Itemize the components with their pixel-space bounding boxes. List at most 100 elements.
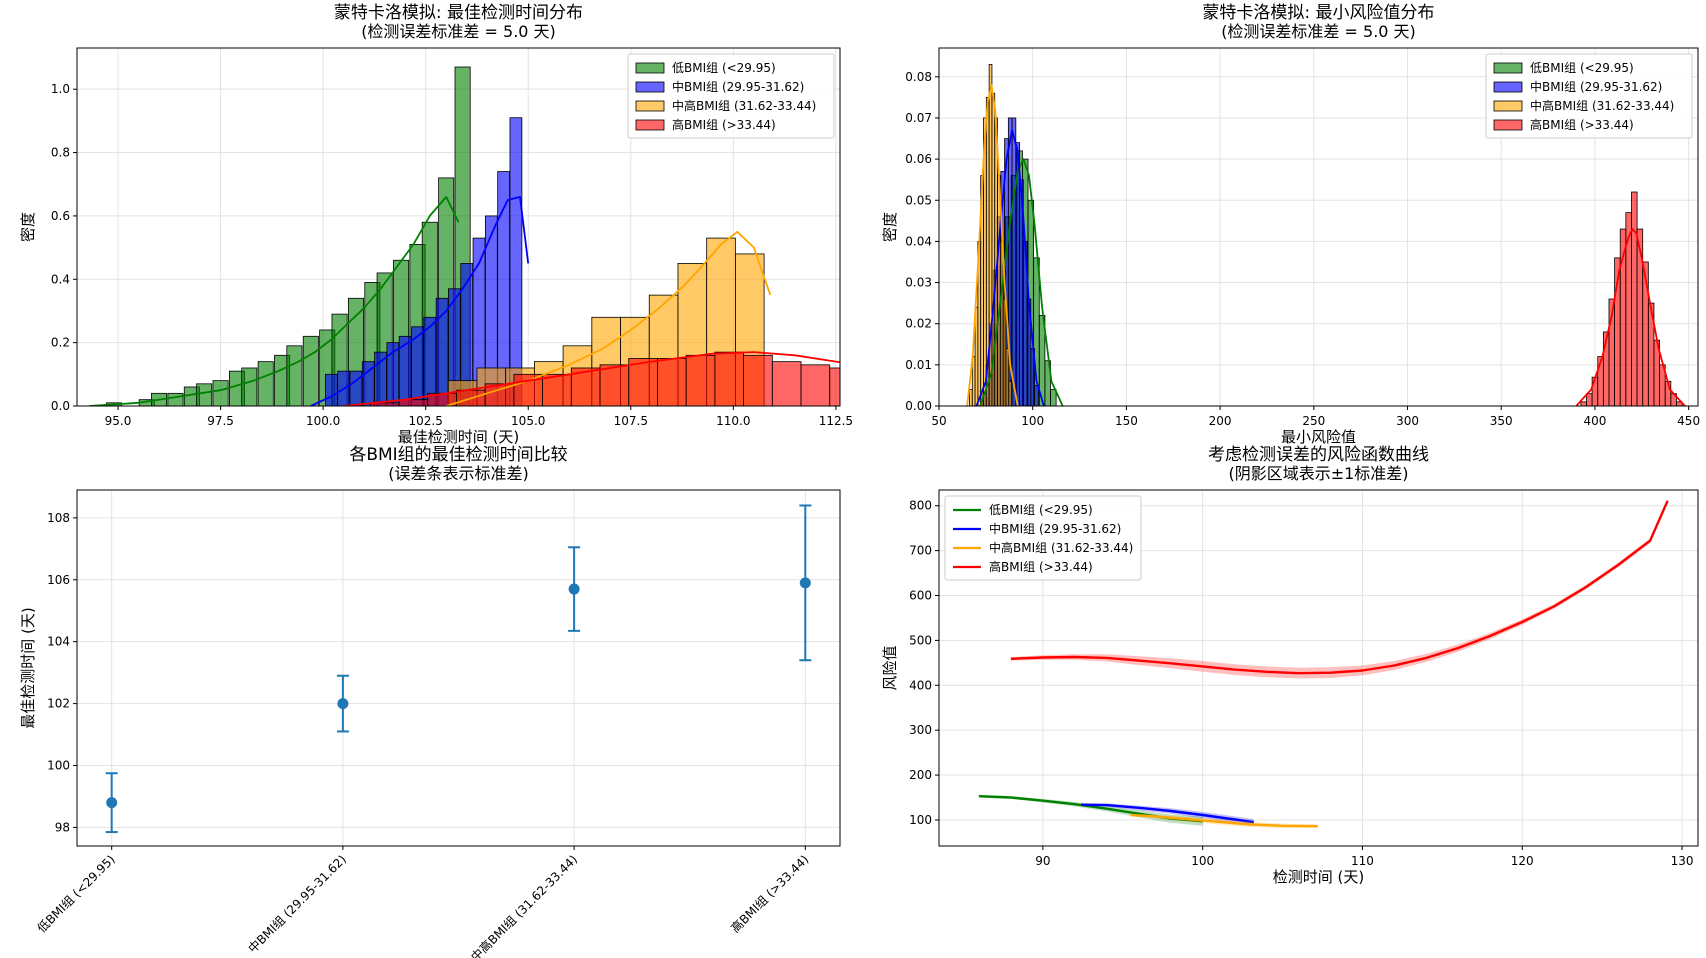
y-tick-label: 0.07 (905, 111, 932, 125)
bar (743, 354, 773, 406)
y-tick-label: 200 (909, 768, 932, 782)
plot2: 50 100 150 200 250 300 350 400 450 0.00 0.01 0.02 0.… (881, 3, 1700, 446)
bar (324, 373, 338, 406)
x-tick-label: 112.5 (819, 414, 853, 428)
legend-box (944, 495, 1142, 581)
kde-line-low (89, 196, 460, 406)
legend-swatch (635, 62, 665, 74)
plot3-y-label: 最佳检测时间 (天) (19, 607, 37, 728)
plot2-title-line1: 蒙特卡洛模拟: 最小风险值分布 (1202, 3, 1434, 23)
plot4-y-label: 风险值 (881, 645, 899, 690)
bar (460, 263, 474, 406)
legend-label: 中BMI组 (29.95-31.62) (989, 521, 1121, 536)
legend-box (1485, 53, 1693, 139)
bar (361, 361, 375, 406)
bar (1631, 191, 1638, 406)
y-tick-label: 0.2 (51, 336, 70, 350)
plot1-bars (89, 66, 887, 406)
plot4-title-line1: 考虑检测误差的风险函数曲线 (1208, 445, 1429, 465)
x-tick-label: 高BMI组 (>33.44) (727, 852, 811, 936)
x-tick-label: 107.5 (614, 414, 648, 428)
y-tick-label: 0.00 (905, 399, 932, 413)
x-tick-label: 50 (931, 414, 946, 428)
legend-swatch (635, 81, 665, 93)
data-point (106, 797, 118, 809)
bar (286, 345, 303, 406)
legend-label: 中高BMI组 (31.62-33.44) (1530, 98, 1674, 113)
plot4-frame (938, 489, 1699, 847)
bar (988, 64, 993, 406)
bar (212, 380, 229, 406)
y-tick-label: 106 (47, 573, 70, 587)
plot1-title-line1: 蒙特卡洛模拟: 最佳检测时间分布 (334, 3, 583, 23)
bar (1002, 298, 1007, 406)
y-tick-label: 108 (47, 511, 70, 525)
kde-line-low (979, 158, 1064, 406)
legend-swatch (635, 119, 665, 131)
legend-label: 低BMI组 (<29.95) (672, 61, 776, 75)
bar (685, 354, 716, 406)
bar (302, 335, 319, 406)
plot1-frame (76, 47, 841, 407)
plot1: 95.0 97.5 100.0 102.5 105.0 107.5 110.0 112.5 0.… (19, 3, 887, 446)
bar (241, 367, 258, 406)
bar (484, 215, 498, 406)
legend-swatch (1493, 62, 1523, 74)
y-tick-label: 800 (909, 499, 932, 513)
y-tick-label: 500 (909, 633, 932, 647)
bar (1580, 401, 1587, 406)
x-tick-label: 200 (1209, 414, 1232, 428)
legend-label: 低BMI组 (<29.95) (1530, 61, 1634, 75)
plot2-bars (966, 64, 1686, 406)
legend-label: 中高BMI组 (31.62-33.44) (672, 98, 816, 113)
kde-line-mid (310, 196, 530, 406)
legend-swatch (1493, 100, 1523, 112)
kde-line-high (1575, 228, 1686, 406)
y-tick-label: 0.08 (905, 70, 932, 84)
x-tick-label: 150 (1115, 414, 1138, 428)
bar (800, 364, 831, 406)
kde-line-high (343, 351, 840, 406)
bar (628, 358, 658, 406)
series-high (1580, 191, 1683, 406)
plot3-grid (77, 517, 840, 828)
data-point (799, 577, 811, 589)
plot2-frame (938, 47, 1699, 407)
y-tick-label: 400 (909, 678, 932, 692)
x-tick-label: 100 (1191, 854, 1214, 868)
plot2-y-label: 密度 (881, 212, 899, 242)
bar (1011, 117, 1017, 406)
band-low (978, 794, 1203, 826)
y-tick-label: 1.0 (51, 82, 70, 96)
plot1-y-label: 密度 (19, 212, 37, 242)
x-tick-label: 450 (1677, 414, 1700, 428)
y-tick-label: 0.05 (905, 193, 932, 207)
x-tick-label: 100.0 (306, 414, 340, 428)
plot1-x-label: 最佳检测时间 (天) (398, 428, 519, 446)
y-tick-label: 0.4 (51, 272, 70, 286)
bar (771, 361, 802, 406)
bar (167, 392, 184, 406)
x-tick-label: 400 (1583, 414, 1606, 428)
x-tick-label: 250 (1302, 414, 1325, 428)
bar (386, 342, 400, 406)
bar (1050, 389, 1057, 406)
plot3-frame (76, 489, 841, 847)
series-mid (324, 117, 523, 406)
y-tick-label: 0.01 (905, 358, 932, 372)
x-tick-label: 300 (1396, 414, 1419, 428)
legend-label: 中BMI组 (29.95-31.62) (672, 79, 804, 94)
plot2-x-label: 最小风险值 (1281, 428, 1356, 446)
legend-label: 低BMI组 (<29.95) (989, 503, 1093, 517)
bar (858, 374, 887, 406)
x-tick-label: 110 (1351, 854, 1374, 868)
series-high (369, 351, 887, 406)
x-tick-label: 105.0 (511, 414, 545, 428)
x-tick-label: 90 (1035, 854, 1050, 868)
legend-label: 高BMI组 (>33.44) (672, 117, 776, 132)
bar (509, 117, 523, 406)
bar (349, 370, 363, 406)
legend-swatch (635, 100, 665, 112)
bar (1591, 376, 1599, 406)
